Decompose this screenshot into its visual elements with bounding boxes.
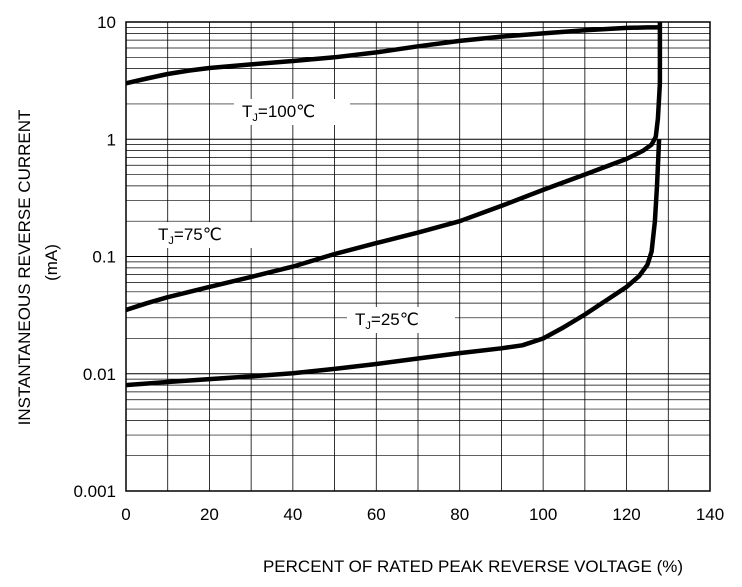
curve-line bbox=[125, 139, 662, 388]
x-tick-label: 120 bbox=[612, 505, 640, 524]
y-tick-label: 1 bbox=[107, 130, 116, 149]
plot-frame bbox=[125, 21, 711, 492]
curves bbox=[125, 22, 663, 388]
y-axis-unit: (mA) bbox=[42, 244, 61, 281]
x-tick-label: 20 bbox=[200, 505, 219, 524]
curve-label-background bbox=[150, 222, 258, 248]
x-axis-title: PERCENT OF RATED PEAK REVERSE VOLTAGE (%… bbox=[263, 557, 683, 576]
x-tick-label: 140 bbox=[696, 505, 724, 524]
x-tick-label: 40 bbox=[283, 505, 302, 524]
x-tick-label: 100 bbox=[529, 505, 557, 524]
curve-label-background bbox=[234, 99, 350, 125]
y-tick-label: 0.01 bbox=[83, 365, 116, 384]
curve-labels: TJ=100℃ TJ=75℃ TJ=25℃ bbox=[150, 99, 455, 333]
y-tick-label: 0.001 bbox=[73, 482, 116, 501]
y-axis-title: INSTANTANEOUS REVERSE CURRENT bbox=[15, 110, 34, 426]
y-tick-label: 0.1 bbox=[92, 248, 116, 267]
curve-line bbox=[125, 27, 663, 313]
curve-label: TJ=75℃ bbox=[158, 225, 222, 247]
x-tick-label: 0 bbox=[121, 505, 130, 524]
curve-label: TJ=25℃ bbox=[355, 310, 419, 332]
x-tick-label: 60 bbox=[367, 505, 386, 524]
curve-label: TJ=100℃ bbox=[242, 102, 315, 124]
y-tick-label: 10 bbox=[97, 13, 116, 32]
grid bbox=[126, 22, 710, 491]
curve-line bbox=[125, 22, 663, 86]
x-tick-label: 80 bbox=[450, 505, 469, 524]
curve-label-background bbox=[347, 307, 455, 333]
tick-labels: 0 20 40 60 80 100 120 140 0.001 0.01 0.1 1 10 bbox=[73, 13, 724, 524]
